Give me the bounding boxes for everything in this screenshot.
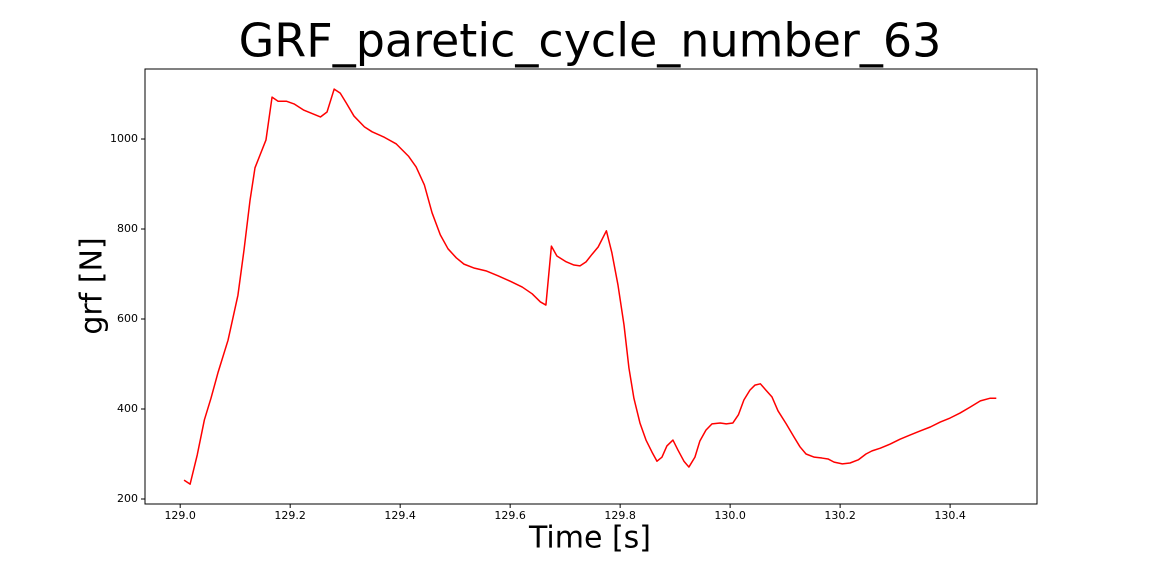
x-tick-label: 129.8 bbox=[604, 509, 636, 522]
x-tick-label: 129.6 bbox=[494, 509, 526, 522]
x-tick-label: 129.0 bbox=[164, 509, 196, 522]
y-tick-label: 200 bbox=[117, 492, 138, 505]
x-tick-label: 129.4 bbox=[384, 509, 416, 522]
x-tick-label: 130.2 bbox=[824, 509, 856, 522]
y-tick-label: 400 bbox=[117, 402, 138, 415]
x-axis-label: Time [s] bbox=[528, 521, 651, 556]
y-axis-label: grf [N] bbox=[75, 237, 110, 334]
x-tick-label: 130.0 bbox=[714, 509, 746, 522]
y-tick-label: 1000 bbox=[110, 132, 138, 145]
plot-frame bbox=[144, 68, 1038, 505]
data-line bbox=[183, 88, 997, 485]
y-tick-label: 600 bbox=[117, 312, 138, 325]
x-tick-label: 130.4 bbox=[934, 509, 966, 522]
x-tick-label: 129.2 bbox=[274, 509, 306, 522]
chart-title: GRF_paretic_cycle_number_63 bbox=[239, 14, 942, 68]
y-tick-label: 800 bbox=[117, 222, 138, 235]
